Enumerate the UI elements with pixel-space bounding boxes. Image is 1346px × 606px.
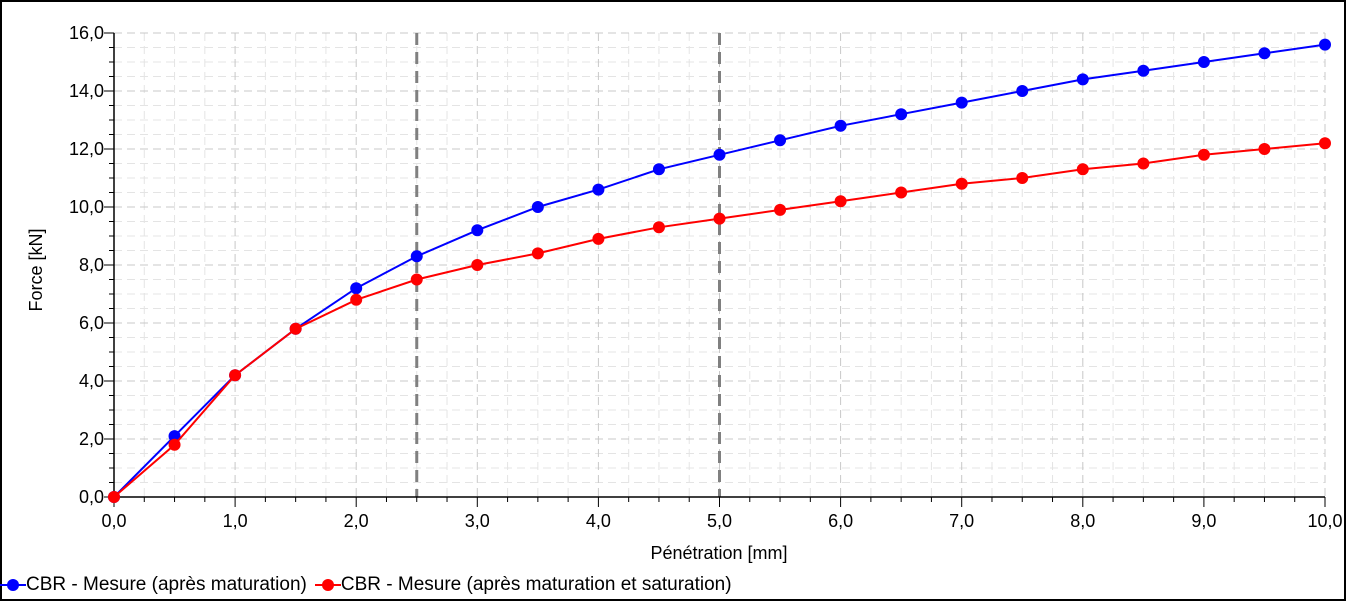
data-point-series-2	[531, 247, 544, 260]
data-point-series-2	[1016, 172, 1029, 184]
data-point-series-2	[1197, 148, 1210, 161]
data-point-series-2	[168, 438, 181, 451]
y-tick-label: 0,0	[79, 487, 104, 507]
data-point-series-2	[410, 273, 423, 286]
legend-item-series-2: CBR - Mesure (après maturation et satura…	[314, 574, 732, 596]
x-tick-label: 6,0	[828, 511, 853, 531]
data-point-series-2	[1319, 137, 1331, 150]
legend: CBR - Mesure (après maturation) CBR - Me…	[0, 572, 740, 598]
x-tick-label: 9,0	[1191, 511, 1216, 531]
y-tick-label: 8,0	[79, 255, 104, 275]
x-axis-title: Pénétration [mm]	[650, 543, 787, 563]
data-point-series-1	[713, 148, 726, 161]
y-tick-label: 2,0	[79, 429, 104, 449]
data-point-series-1	[1319, 38, 1331, 51]
y-tick-label: 6,0	[79, 313, 104, 333]
data-point-series-1	[834, 119, 847, 132]
data-point-series-2	[289, 322, 302, 335]
data-point-series-2	[652, 221, 665, 234]
legend-swatch-series-2	[314, 578, 341, 592]
data-point-series-1	[410, 250, 423, 263]
x-tick-label: 5,0	[707, 511, 732, 531]
legend-item-series-1: CBR - Mesure (après maturation)	[0, 574, 307, 596]
data-point-series-1	[350, 282, 363, 295]
legend-label-series-2: CBR - Mesure (après maturation et satura…	[340, 574, 732, 595]
axes	[104, 32, 1326, 507]
legend-label-series-1: CBR - Mesure (après maturation)	[26, 574, 307, 595]
y-tick-label: 16,0	[69, 23, 104, 43]
data-point-series-2	[108, 491, 120, 503]
data-point-series-2	[1258, 143, 1271, 155]
data-point-series-1	[592, 183, 605, 196]
x-tick-label: 3,0	[465, 511, 490, 531]
data-point-series-1	[955, 96, 968, 109]
y-tick-label: 12,0	[69, 139, 104, 159]
data-point-series-2	[774, 203, 787, 216]
data-point-series-1	[531, 201, 544, 213]
y-axis-title: Force [kN]	[26, 228, 46, 311]
x-tick-label: 0,0	[101, 511, 126, 531]
data-point-series-1	[1197, 56, 1210, 68]
data-point-series-2	[955, 177, 968, 190]
y-tick-label: 4,0	[79, 371, 104, 391]
legend-swatch-series-1	[0, 578, 26, 592]
series	[108, 38, 1331, 503]
reference-lines	[415, 33, 721, 497]
y-tick-label: 10,0	[69, 197, 104, 217]
data-point-series-2	[1137, 157, 1150, 170]
y-tick-label: 14,0	[69, 81, 104, 101]
data-point-series-1	[1258, 47, 1271, 60]
x-tick-label: 4,0	[586, 511, 611, 531]
data-point-series-2	[229, 369, 242, 382]
data-point-series-1	[1076, 73, 1089, 86]
data-point-series-2	[713, 212, 726, 225]
data-point-series-1	[652, 163, 665, 176]
data-point-series-1	[1137, 64, 1150, 77]
data-point-series-2	[471, 259, 484, 271]
data-point-series-1	[1016, 85, 1029, 97]
data-point-series-2	[350, 293, 363, 306]
data-point-series-1	[471, 224, 484, 237]
x-tick-label: 10,0	[1307, 511, 1342, 531]
data-point-series-1	[895, 108, 908, 121]
data-point-series-2	[592, 232, 605, 245]
x-tick-label: 7,0	[949, 511, 974, 531]
data-point-series-2	[895, 186, 908, 199]
data-point-series-1	[168, 430, 181, 443]
x-tick-label: 1,0	[223, 511, 248, 531]
data-point-series-1	[774, 134, 787, 147]
tick-labels: 0,0 1,0 2,0 3,0 4,0 5,0 6,0 7,0 8,0 9,0 10,0 0,0 2,0…	[69, 23, 1343, 531]
data-point-series-2	[834, 195, 847, 208]
x-tick-label: 8,0	[1070, 511, 1095, 531]
x-tick-label: 2,0	[344, 511, 369, 531]
data-point-series-2	[1076, 163, 1089, 176]
